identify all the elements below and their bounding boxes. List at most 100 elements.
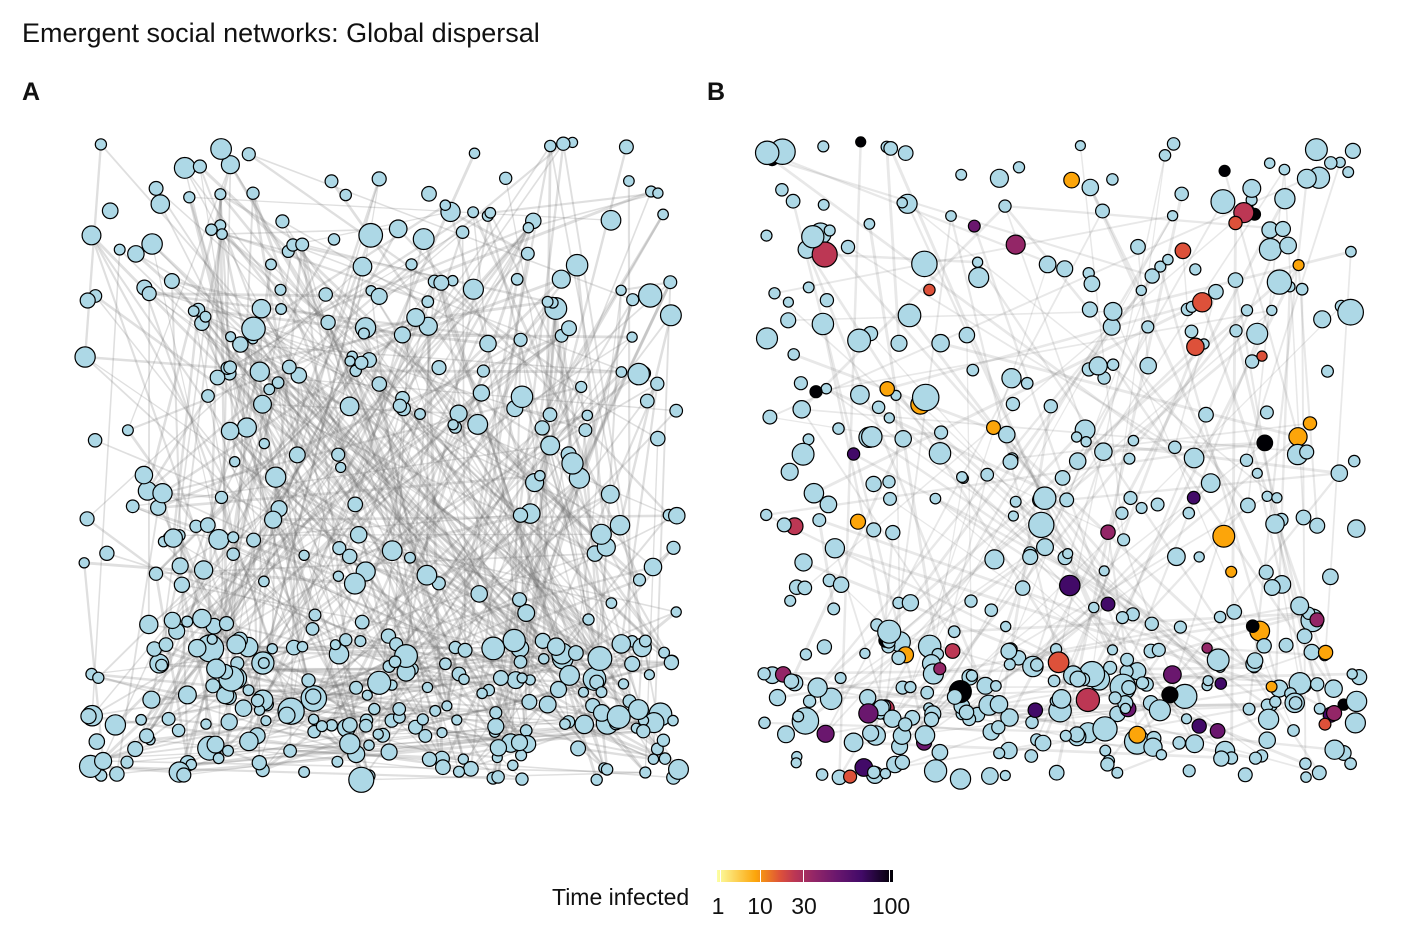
network-edge (571, 463, 645, 721)
network-node (768, 287, 781, 300)
network-edge (577, 747, 654, 761)
network-node (1261, 490, 1273, 502)
network-node (1227, 272, 1244, 289)
network-edge (351, 277, 562, 358)
network-edge (365, 300, 548, 330)
network-node (980, 467, 995, 482)
network-node (1059, 492, 1075, 508)
network-node (242, 684, 255, 697)
network-edge (362, 333, 465, 760)
network-node (632, 573, 647, 587)
network-node (565, 253, 589, 277)
network-edge (351, 356, 444, 768)
network-edge (258, 308, 262, 763)
network-node (797, 580, 813, 596)
network-node (1302, 416, 1318, 431)
network-node (815, 768, 829, 781)
network-edge (817, 519, 836, 610)
network-edge (336, 410, 677, 763)
network-node (1265, 680, 1278, 693)
network-node (506, 759, 519, 772)
network-node (142, 690, 161, 709)
network-edge (525, 612, 531, 702)
network-node (879, 380, 895, 397)
network-node (239, 731, 259, 752)
network-node (559, 718, 571, 730)
network-node (1218, 164, 1231, 178)
network-edge (262, 403, 459, 415)
network-node (354, 614, 370, 630)
network-edge (497, 328, 571, 778)
network-node (135, 713, 147, 726)
network-node (510, 733, 529, 752)
network-node (109, 766, 125, 782)
network-node (1242, 178, 1262, 198)
network-node (304, 688, 322, 705)
network-edge (313, 514, 678, 700)
network-edge (97, 253, 529, 679)
network-node (1317, 644, 1334, 661)
network-node (1166, 209, 1179, 222)
network-node (1228, 215, 1243, 231)
network-edge (1174, 291, 1217, 448)
network-node (891, 650, 906, 666)
network-node (575, 380, 588, 394)
network-node (222, 744, 235, 757)
network-node (1344, 712, 1367, 734)
network-node (570, 740, 587, 757)
network-edge (1137, 246, 1149, 366)
network-edge (145, 405, 351, 737)
network-edge (652, 282, 672, 760)
network-node (1295, 282, 1309, 296)
network-edge (378, 383, 672, 664)
network-edge (821, 323, 891, 644)
network-node (1087, 601, 1100, 614)
network-node (1029, 658, 1044, 672)
network-edge (261, 220, 535, 701)
network-edge (1031, 711, 1119, 724)
network-edge (360, 383, 659, 781)
network-node (517, 604, 536, 623)
network-node (1344, 757, 1357, 771)
network-node (623, 175, 635, 187)
network-edge (562, 143, 651, 675)
network-edge (219, 194, 230, 751)
network-node (274, 283, 287, 296)
network-node (1213, 610, 1227, 624)
network-node (1007, 510, 1019, 522)
network-node (1020, 376, 1034, 390)
network-node (1117, 533, 1131, 547)
network-edge (103, 648, 155, 759)
network-edge (401, 397, 673, 663)
network-node (281, 359, 297, 375)
network-edge (1125, 281, 1281, 672)
network-node (542, 407, 558, 423)
network-node (457, 642, 473, 658)
network-node (492, 669, 509, 686)
network-node (416, 713, 429, 726)
network-edge (308, 679, 530, 704)
network-node (187, 305, 200, 318)
network-node (1345, 690, 1368, 713)
network-edge (549, 370, 623, 447)
network-edge (871, 435, 1269, 707)
network-node (1130, 238, 1146, 255)
network-node (347, 496, 364, 513)
network-node (1062, 548, 1074, 560)
network-edge (217, 164, 232, 759)
network-b-nodes (754, 136, 1368, 790)
network-node (421, 751, 438, 768)
network-node (265, 258, 278, 271)
network-node (516, 672, 528, 684)
network-node (897, 303, 922, 328)
network-node (225, 331, 237, 343)
network-node (1226, 604, 1243, 620)
network-node (1092, 716, 1118, 742)
network-edge (874, 673, 935, 737)
network-node (626, 293, 640, 307)
network-node (577, 686, 590, 698)
network-node (1185, 734, 1205, 754)
network-node (1115, 611, 1129, 625)
network-node (842, 769, 858, 784)
network-node (1163, 665, 1182, 684)
